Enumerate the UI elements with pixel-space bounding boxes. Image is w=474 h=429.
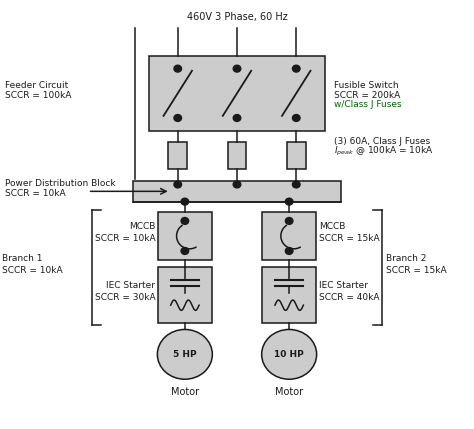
Text: $I_{peak}$ @ 100kA = 10kA: $I_{peak}$ @ 100kA = 10kA bbox=[334, 145, 434, 157]
Text: SCCR = 15kA: SCCR = 15kA bbox=[386, 266, 447, 275]
Circle shape bbox=[181, 198, 189, 205]
Text: Motor: Motor bbox=[171, 387, 199, 397]
Text: Branch 2: Branch 2 bbox=[386, 254, 427, 263]
Circle shape bbox=[181, 248, 189, 254]
Circle shape bbox=[292, 65, 300, 72]
Bar bbox=[262, 212, 316, 260]
Circle shape bbox=[292, 115, 300, 121]
Circle shape bbox=[157, 329, 212, 379]
Text: (3) 60A, Class J Fuses: (3) 60A, Class J Fuses bbox=[334, 137, 430, 146]
Text: 10 HP: 10 HP bbox=[274, 350, 304, 359]
Circle shape bbox=[285, 248, 293, 254]
Text: IEC Starter: IEC Starter bbox=[106, 281, 155, 290]
Circle shape bbox=[233, 181, 241, 188]
Text: SCCR = 10kA: SCCR = 10kA bbox=[2, 266, 63, 275]
Text: Power Distribution Block: Power Distribution Block bbox=[5, 179, 115, 188]
Text: SCCR = 30kA: SCCR = 30kA bbox=[95, 293, 155, 302]
Circle shape bbox=[181, 218, 189, 224]
Bar bbox=[168, 142, 187, 169]
Text: Branch 1: Branch 1 bbox=[2, 254, 43, 263]
Text: SCCR = 40kA: SCCR = 40kA bbox=[319, 293, 379, 302]
Text: IEC Starter: IEC Starter bbox=[319, 281, 368, 290]
Text: MCCB: MCCB bbox=[129, 222, 155, 231]
Text: w/Class J Fuses: w/Class J Fuses bbox=[334, 100, 402, 109]
Text: 5 HP: 5 HP bbox=[173, 350, 197, 359]
Text: Motor: Motor bbox=[275, 387, 303, 397]
Circle shape bbox=[174, 181, 182, 188]
Circle shape bbox=[233, 115, 241, 121]
Circle shape bbox=[285, 218, 293, 224]
Text: Feeder Circuit: Feeder Circuit bbox=[5, 82, 68, 90]
Text: Fusible Switch: Fusible Switch bbox=[334, 82, 399, 90]
Bar bbox=[149, 56, 325, 131]
Text: SCCR = 200kA: SCCR = 200kA bbox=[334, 91, 401, 100]
Bar bbox=[228, 142, 246, 169]
Bar bbox=[262, 267, 316, 323]
Bar bbox=[287, 142, 306, 169]
Bar bbox=[157, 212, 212, 260]
Circle shape bbox=[233, 65, 241, 72]
Bar bbox=[157, 267, 212, 323]
Text: SCCR = 100kA: SCCR = 100kA bbox=[5, 91, 71, 100]
Circle shape bbox=[174, 115, 182, 121]
Circle shape bbox=[174, 65, 182, 72]
Text: MCCB: MCCB bbox=[319, 222, 345, 231]
Text: SCCR = 10kA: SCCR = 10kA bbox=[5, 189, 65, 197]
Text: SCCR = 10kA: SCCR = 10kA bbox=[95, 234, 155, 243]
Circle shape bbox=[285, 198, 293, 205]
Bar bbox=[133, 181, 341, 202]
Text: SCCR = 15kA: SCCR = 15kA bbox=[319, 234, 379, 243]
Text: 460V 3 Phase, 60 Hz: 460V 3 Phase, 60 Hz bbox=[187, 12, 287, 22]
Circle shape bbox=[292, 181, 300, 188]
Circle shape bbox=[262, 329, 317, 379]
